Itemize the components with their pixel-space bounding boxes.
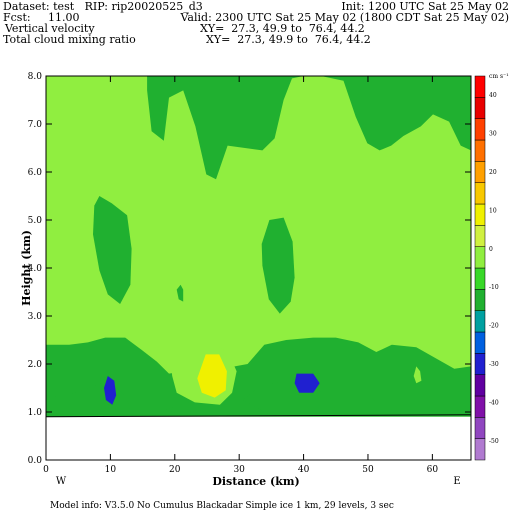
colorbar-label: -20 bbox=[489, 323, 499, 330]
x-tick-label: 10 bbox=[105, 465, 117, 475]
contour-region-12 bbox=[165, 402, 197, 415]
y-tick-label: 0.0 bbox=[28, 456, 43, 466]
terrain-line bbox=[45, 414, 472, 418]
cross-section-xy-1: XY= 27.3, 49.9 to 76.4, 44.2 bbox=[200, 22, 365, 35]
contour-region-14 bbox=[367, 395, 377, 415]
colorbar-segment bbox=[474, 161, 486, 183]
colorbar-segment bbox=[474, 246, 486, 269]
y-axis-title: Height (km) bbox=[20, 230, 33, 306]
contour-region-3 bbox=[261, 217, 295, 314]
colorbar-label: 40 bbox=[489, 92, 497, 99]
colorbar-label: -40 bbox=[489, 399, 499, 406]
valid-time-label: Valid: 2300 UTC Sat 25 May 02 (1800 CDT … bbox=[180, 11, 510, 24]
x-tick-label: 60 bbox=[427, 465, 439, 475]
contour-region-4 bbox=[176, 284, 184, 302]
contour-fills bbox=[45, 76, 472, 460]
colorbar-segment bbox=[474, 267, 486, 290]
colorbar-segment bbox=[474, 75, 486, 98]
colorbar-segment bbox=[474, 203, 486, 226]
colorbar-segment bbox=[474, 331, 486, 354]
y-tick-label: 4.0 bbox=[28, 264, 43, 274]
colorbar-unit: cm s⁻¹ bbox=[489, 73, 509, 80]
contour-region-6 bbox=[107, 76, 142, 129]
contour-region-5 bbox=[46, 337, 471, 417]
colorbar-segment bbox=[474, 118, 486, 141]
endpoint-label-east: E bbox=[453, 476, 460, 487]
y-tick-label: 5.0 bbox=[28, 216, 43, 226]
colorbar-label: -50 bbox=[489, 438, 499, 445]
colorbar-label: 20 bbox=[489, 169, 497, 176]
colorbar-segment bbox=[474, 438, 486, 461]
colorbar-label: -30 bbox=[489, 361, 499, 368]
y-tick-label: 2.0 bbox=[28, 360, 43, 370]
contour-region-9 bbox=[413, 366, 422, 384]
contour-region-7 bbox=[107, 301, 119, 319]
colorbar-segment bbox=[474, 289, 486, 311]
colorbar-segment bbox=[474, 139, 486, 162]
field-name-cloud-mixing-ratio: Total cloud mixing ratio bbox=[3, 33, 136, 46]
colorbar-segment bbox=[474, 225, 486, 247]
colorbar-label: 10 bbox=[489, 207, 497, 214]
colorbar-label: -10 bbox=[489, 284, 499, 291]
colorbar-segment bbox=[474, 417, 486, 439]
colorbar-segment bbox=[474, 310, 486, 333]
colorbar-segment bbox=[474, 353, 486, 375]
colorbar-segment bbox=[474, 395, 486, 418]
x-tick-label: 30 bbox=[233, 465, 245, 475]
colorbar: -50 -40 -30 -20 -10 0 10 20 30 40 bbox=[474, 75, 499, 461]
model-info-footer: Model info: V3.5.0 No Cumulus Blackadar … bbox=[50, 501, 394, 511]
colorbar-segment bbox=[474, 182, 486, 205]
endpoint-label-west: W bbox=[56, 476, 67, 487]
forecast-hour-label: Fcst: 11.00 bbox=[3, 11, 80, 24]
y-tick-label: 1.0 bbox=[28, 408, 43, 418]
x-tick-label: 40 bbox=[298, 465, 310, 475]
x-axis-title: Distance (km) bbox=[212, 475, 299, 488]
y-tick-label: 8.0 bbox=[28, 72, 43, 82]
colorbar-segment bbox=[474, 97, 486, 119]
contour-region-10 bbox=[197, 354, 227, 398]
init-time-label: Init: 1200 UTC Sat 25 May 02 bbox=[341, 0, 509, 13]
x-tick-label: 0 bbox=[43, 465, 49, 475]
y-tick-label: 6.0 bbox=[28, 168, 43, 178]
colorbar-segment bbox=[474, 374, 486, 397]
cross-section-xy-2: XY= 27.3, 49.9 to 76.4, 44.2 bbox=[206, 33, 371, 46]
terrain-mask bbox=[46, 416, 471, 460]
x-tick-label: 50 bbox=[362, 465, 374, 475]
contour-region-1 bbox=[321, 76, 471, 151]
colorbar-label: 0 bbox=[489, 246, 493, 253]
contour-region-2 bbox=[93, 196, 132, 304]
contour-region-16 bbox=[294, 373, 320, 393]
contour-region-0 bbox=[46, 76, 304, 180]
field-name-vertical-velocity: Vertical velocity bbox=[5, 22, 95, 35]
contour-region-15 bbox=[104, 376, 117, 405]
x-tick-label: 20 bbox=[169, 465, 181, 475]
colorbar-label: 30 bbox=[489, 131, 497, 138]
axes: 0.0 1.0 2.0 3.0 4.0 5.0 6.0 7.0 8.0 0 10 20 30 40 50 60 bbox=[28, 72, 472, 475]
y-tick-label: 3.0 bbox=[28, 312, 43, 322]
dataset-label: Dataset: test RIP: rip20020525_d3 bbox=[3, 0, 203, 13]
y-tick-label: 7.0 bbox=[28, 120, 43, 130]
